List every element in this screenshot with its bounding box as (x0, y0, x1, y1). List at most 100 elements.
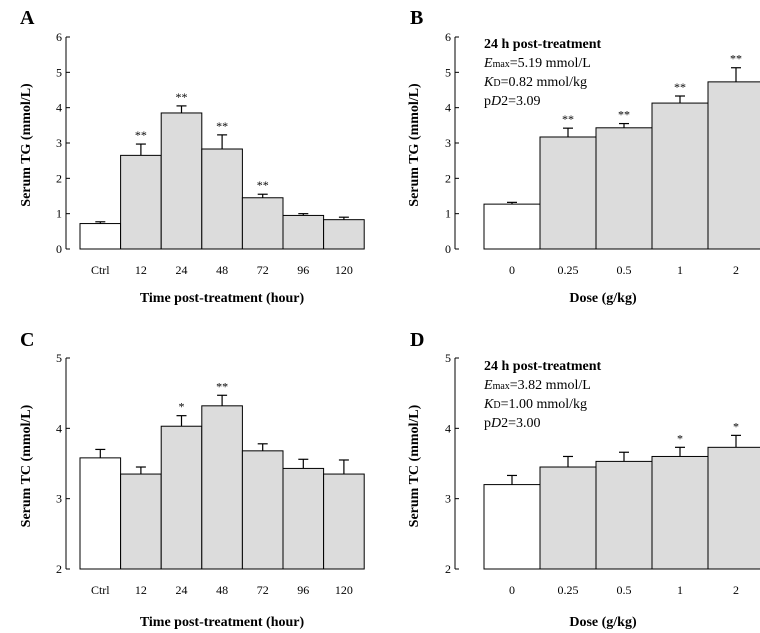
bar-72 (241, 197, 284, 250)
x-tick-label: 0 (509, 583, 515, 597)
bar-48 (201, 405, 243, 570)
panel-d: D Serum TC (mmol/L) Dose (g/kg) 24 h pos… (407, 329, 760, 630)
panel-letter-b: B (410, 7, 423, 29)
y-tick-label: 2 (56, 562, 62, 576)
annotation-emax-d: Emax=3.82 mmol/L (483, 378, 591, 393)
bar-2 (707, 81, 760, 250)
y-tick-label: 3 (56, 492, 62, 506)
bar-Ctrl (79, 457, 122, 570)
x-tick-label: 24 (176, 583, 188, 597)
bar-72 (241, 450, 284, 570)
significance-marker: ** (257, 178, 269, 192)
x-tick-label: 96 (297, 583, 309, 597)
significance-marker: ** (216, 379, 228, 393)
bar-0_5 (595, 127, 653, 250)
significance-marker: ** (135, 128, 147, 142)
y-tick-label: 2 (56, 171, 62, 185)
bar-96 (282, 214, 325, 250)
significance-marker: ** (562, 112, 574, 126)
y-tick-label: 4 (445, 101, 451, 115)
x-tick-label: 1 (677, 263, 683, 277)
x-axis-title-d: Dose (g/kg) (569, 615, 637, 630)
y-tick-label: 2 (445, 171, 451, 185)
significance-marker: ** (216, 119, 228, 133)
y-tick-label: 6 (445, 30, 451, 44)
x-tick-label: 120 (335, 263, 353, 277)
bar-48 (201, 148, 243, 250)
annotation-title-b: 24 h post-treatment (484, 37, 602, 52)
x-axis-title-c: Time post-treatment (hour) (140, 615, 305, 630)
x-tick-label: Ctrl (91, 263, 110, 277)
x-tick-label: 1 (677, 583, 683, 597)
panel-b: B Serum TG (mmol/L) Dose (g/kg) 24 h pos… (407, 7, 760, 306)
x-tick-label: 0.25 (558, 583, 579, 597)
x-tick-label: 72 (257, 263, 269, 277)
x-tick-label: 12 (135, 263, 147, 277)
y-axis-title-c: Serum TC (mmol/L) (19, 404, 34, 527)
bar-12 (120, 154, 162, 250)
y-tick-label: 2 (445, 562, 451, 576)
bar-24 (160, 112, 203, 250)
panel-letter-a: A (20, 7, 35, 29)
bar-0_25 (539, 136, 597, 250)
bar-12 (120, 473, 162, 570)
bar-120 (323, 219, 365, 250)
y-tick-label: 6 (56, 30, 62, 44)
x-tick-label: 24 (176, 263, 188, 277)
panel-a: A Serum TG (mmol/L) Time post-treatment … (19, 7, 365, 306)
annotation-pd2-d: pD2=3.00 (484, 416, 541, 431)
significance-marker: ** (674, 80, 686, 94)
x-tick-label: 12 (135, 583, 147, 597)
x-tick-label: 2 (733, 263, 739, 277)
y-tick-label: 5 (56, 351, 62, 365)
y-tick-label: 3 (445, 136, 451, 150)
y-tick-label: 4 (56, 101, 62, 115)
significance-marker: * (179, 400, 185, 414)
significance-marker: ** (618, 108, 630, 122)
panel-c: C Serum TC (mmol/L) Time post-treatment … (19, 329, 365, 630)
y-tick-label: 3 (56, 136, 62, 150)
annotation-title-d: 24 h post-treatment (484, 359, 602, 374)
annotation-kd-b: KD=0.82 mmol/kg (483, 75, 587, 90)
y-tick-label: 0 (56, 242, 62, 256)
bar-0_25 (539, 466, 597, 570)
bar-Ctrl (79, 223, 122, 250)
y-axis-title-d: Serum TC (mmol/L) (407, 404, 422, 527)
x-tick-label: 0.5 (617, 583, 632, 597)
y-tick-label: 3 (445, 492, 451, 506)
panel-letter-d: D (410, 329, 424, 351)
x-tick-label: 120 (335, 583, 353, 597)
bar-1 (651, 455, 709, 570)
bar-0 (483, 203, 541, 250)
annotation-d: 24 h post-treatment Emax=3.82 mmol/L KD=… (483, 359, 602, 431)
significance-marker: ** (730, 52, 742, 66)
x-axis-title-a: Time post-treatment (hour) (140, 291, 305, 306)
x-tick-label: Ctrl (91, 583, 110, 597)
x-tick-label: 48 (216, 263, 228, 277)
bar-2 (707, 446, 760, 570)
x-tick-label: 96 (297, 263, 309, 277)
y-tick-label: 5 (445, 65, 451, 79)
y-axis-title-b: Serum TG (mmol/L) (407, 83, 422, 207)
bar-0 (483, 484, 541, 570)
significance-marker: ** (176, 90, 188, 104)
bar-120 (323, 473, 365, 570)
annotation-pd2-b: pD2=3.09 (484, 94, 541, 109)
y-tick-label: 1 (445, 207, 451, 221)
y-tick-label: 5 (445, 351, 451, 365)
annotation-b: 24 h post-treatment Emax=5.19 mmol/L KD=… (483, 37, 602, 109)
x-tick-label: 0 (509, 263, 515, 277)
y-axis-title-a: Serum TG (mmol/L) (19, 83, 34, 207)
annotation-kd-d: KD=1.00 mmol/kg (483, 397, 587, 412)
x-tick-label: 48 (216, 583, 228, 597)
y-tick-label: 1 (56, 207, 62, 221)
x-tick-label: 2 (733, 583, 739, 597)
annotation-emax-b: Emax=5.19 mmol/L (483, 56, 591, 71)
y-tick-label: 4 (445, 421, 451, 435)
x-axis-title-b: Dose (g/kg) (569, 291, 637, 306)
y-tick-label: 0 (445, 242, 451, 256)
x-tick-label: 72 (257, 583, 269, 597)
x-tick-label: 0.5 (617, 263, 632, 277)
significance-marker: * (677, 431, 683, 445)
